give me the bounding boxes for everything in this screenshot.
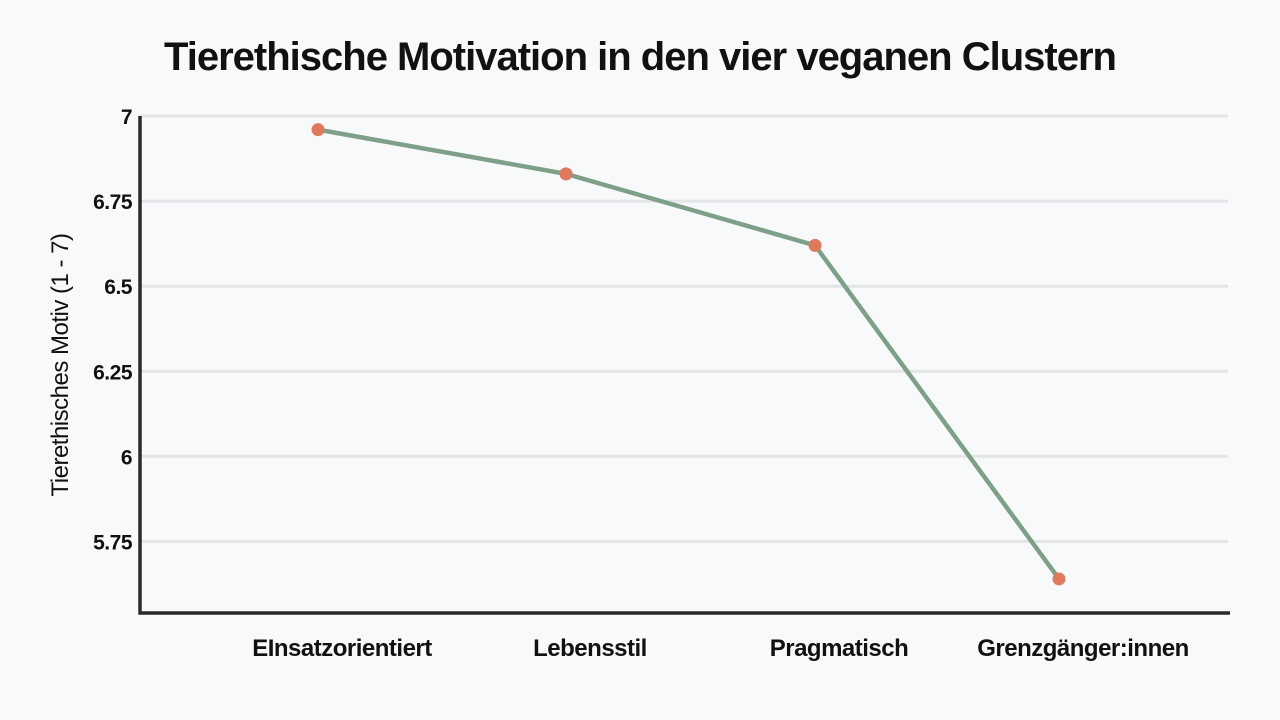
y-tick-label: 6 <box>121 446 132 469</box>
series-line <box>315 127 1062 582</box>
y-tick-label: 5.75 <box>93 532 133 555</box>
axes <box>138 116 1230 615</box>
axis-lines <box>138 116 1230 615</box>
data-points <box>311 123 1066 586</box>
y-tick-label: 6.75 <box>93 191 133 214</box>
y-tick-label: 6.5 <box>104 276 133 299</box>
series-line-group <box>315 127 1062 582</box>
data-point-3 <box>808 238 822 252</box>
y-tick-labels: 5.75 6 6.25 6.5 6.75 7 <box>93 106 133 555</box>
chart-title: Tierethische Motivation in den vier vega… <box>164 35 1116 79</box>
x-tick-label: Lebensstil <box>533 635 647 662</box>
x-tick-label: EInsatzorientiert <box>252 635 432 662</box>
data-point-1 <box>311 123 325 137</box>
grid-lines <box>140 114 1228 544</box>
x-tick-label: Pragmatisch <box>770 635 909 662</box>
y-tick-label: 7 <box>121 106 132 129</box>
x-tick-labels: EInsatzorientiert Lebensstil Pragmatisch Gr… <box>252 635 1189 662</box>
data-point-2 <box>559 167 573 181</box>
x-tick-label: Grenzgänger:innen <box>977 635 1189 662</box>
y-tick-label: 6.25 <box>93 361 133 384</box>
y-axis-label: Tierethisches Motiv (1 - 7) <box>47 233 74 496</box>
data-point-4 <box>1052 572 1066 586</box>
